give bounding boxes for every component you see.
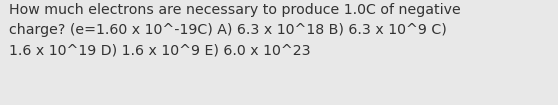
Text: How much electrons are necessary to produce 1.0C of negative
charge? (e=1.60 x 1: How much electrons are necessary to prod… (9, 3, 461, 57)
